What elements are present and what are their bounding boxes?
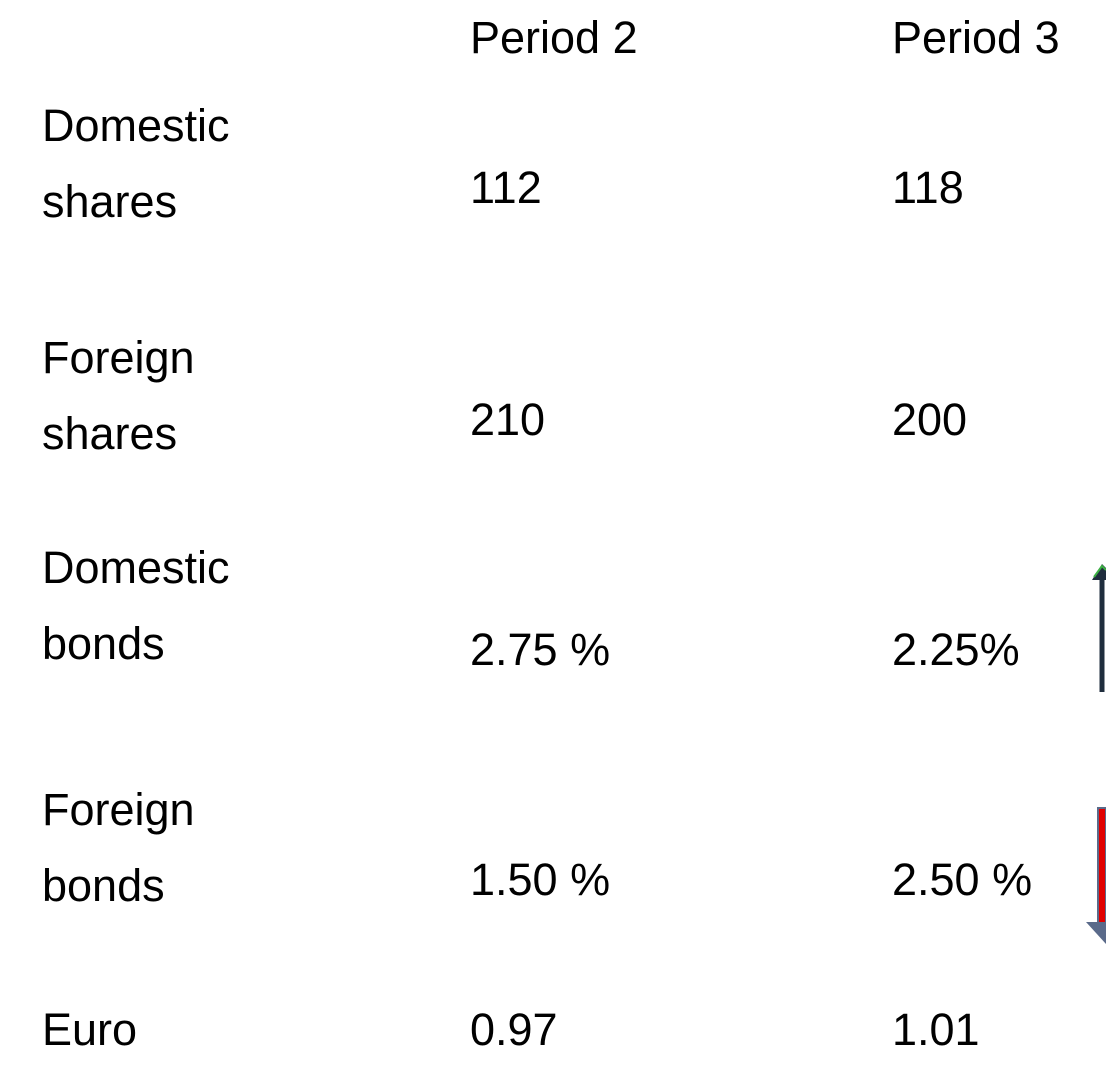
row-label: Domestic bonds xyxy=(42,542,230,669)
column-header: Period 3 xyxy=(892,12,1060,63)
cell-value: 118 xyxy=(892,162,964,213)
down-arrow xyxy=(1086,807,1106,944)
column-header: Period 2 xyxy=(470,12,638,63)
row-label: Domestic shares xyxy=(42,100,230,227)
row-label: Foreign shares xyxy=(42,332,195,459)
up-arrow xyxy=(1092,564,1106,692)
cell-value: 2.75 % xyxy=(470,624,611,675)
cell-value: 200 xyxy=(892,394,968,445)
row-label: Euro xyxy=(42,1004,138,1055)
cell-value: 112 xyxy=(470,162,542,213)
cell-value: 1.50 % xyxy=(470,854,611,905)
cell-value: 2.25% xyxy=(892,624,1020,675)
cell-value: 2.50 % xyxy=(892,854,1033,905)
cell-value: 1.01 xyxy=(892,1004,980,1055)
row-label: Foreign bonds xyxy=(42,784,195,911)
cell-value: 210 xyxy=(470,394,546,445)
cell-value: 0.97 xyxy=(470,1004,558,1055)
